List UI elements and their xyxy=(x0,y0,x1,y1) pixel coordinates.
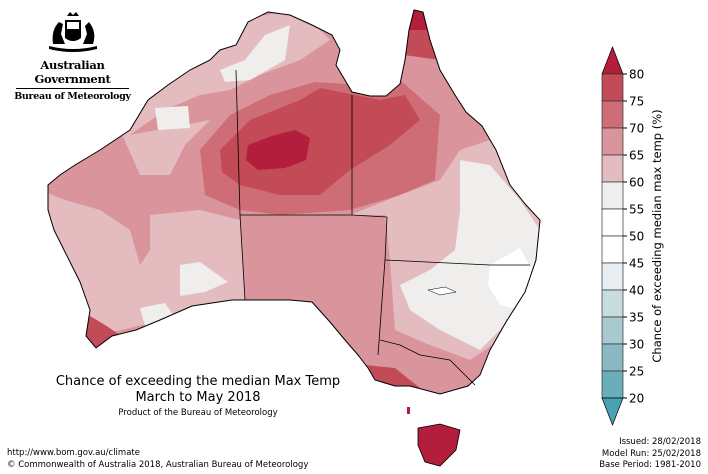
legend-tick-label: 70 xyxy=(629,122,644,136)
legend-title: Chance of exceeding median max temp (%) xyxy=(650,109,664,362)
model-run-date: Model Run: 25/02/2018 xyxy=(601,448,701,459)
lake-eyre-region xyxy=(427,286,457,296)
product-credit: Product of the Bureau of Meteorology xyxy=(118,408,278,418)
legend-bin-70-75 xyxy=(601,100,624,129)
zone-50-55 xyxy=(488,248,532,310)
legend-bin-20-25 xyxy=(601,370,624,399)
legend-tick-label: 20 xyxy=(629,392,644,406)
zone-over-80-central xyxy=(246,130,310,170)
legend-tick-label: 65 xyxy=(629,149,644,163)
bom-logo: Australian Government Bureau of Meteorol… xyxy=(10,10,135,102)
legend-tick-label: 40 xyxy=(629,284,644,298)
legend-bin-75-80 xyxy=(601,73,624,102)
australia-map xyxy=(47,9,541,467)
legend-tick-label: 75 xyxy=(629,95,644,109)
government-name: Australian Government xyxy=(34,58,111,86)
coat-of-arms-icon xyxy=(48,12,97,52)
legend-bin-50-55 xyxy=(601,208,624,237)
legend-bin-25-30 xyxy=(601,343,624,372)
legend-bin-30-35 xyxy=(601,316,624,345)
zone-75-80-capeyork xyxy=(404,30,440,60)
agency-name: Bureau of Meteorology xyxy=(14,91,131,102)
map-title: Chance of exceeding the median Max Temp xyxy=(55,374,341,389)
legend-bin-45-50 xyxy=(601,235,624,264)
legend-bin-60-65 xyxy=(601,154,624,183)
legend-tick-label: 55 xyxy=(629,203,644,217)
copyright-text: © Commonwealth of Australia 2018, Austra… xyxy=(7,460,309,470)
issued-date: Issued: 28/02/2018 xyxy=(619,437,701,447)
bom-url-link[interactable]: http://www.bom.gov.au/climate xyxy=(7,448,140,458)
colorbar-legend: 80 75 70 65 60 55 50 45 40 35 30 25 20 Chance of exce… xyxy=(601,46,664,426)
legend-tick-label: 30 xyxy=(629,338,644,352)
king-island xyxy=(407,407,410,414)
legend-tick-label: 60 xyxy=(629,176,644,190)
logo-divider xyxy=(16,88,129,89)
map-period: March to May 2018 xyxy=(135,390,261,405)
legend-bin-55-60 xyxy=(601,181,624,210)
legend-tick-label: 45 xyxy=(629,257,644,271)
legend-tick-label: 35 xyxy=(629,311,644,325)
zone-55-60-kimberley xyxy=(155,106,190,130)
legend-under-arrow xyxy=(601,397,624,426)
tasmania xyxy=(417,423,461,467)
zone-60-65-southwest xyxy=(48,190,245,340)
legend-bin-40-45 xyxy=(601,262,624,291)
issue-info: Issued: 28/02/2018 Model Run: 25/02/2018… xyxy=(599,437,701,472)
zone-55-60-north xyxy=(220,25,290,82)
legend-tick-label: 50 xyxy=(629,230,644,244)
legend-tick-label: 25 xyxy=(629,365,644,379)
legend-bin-65-70 xyxy=(601,127,624,156)
legend-tick-label: 80 xyxy=(629,68,644,82)
legend-over-arrow xyxy=(601,46,624,75)
zone-55-60-interior xyxy=(180,262,228,296)
legend-bin-35-40 xyxy=(601,289,624,318)
base-period: Base Period: 1981-2010 xyxy=(599,460,701,470)
state-borders xyxy=(235,69,530,386)
